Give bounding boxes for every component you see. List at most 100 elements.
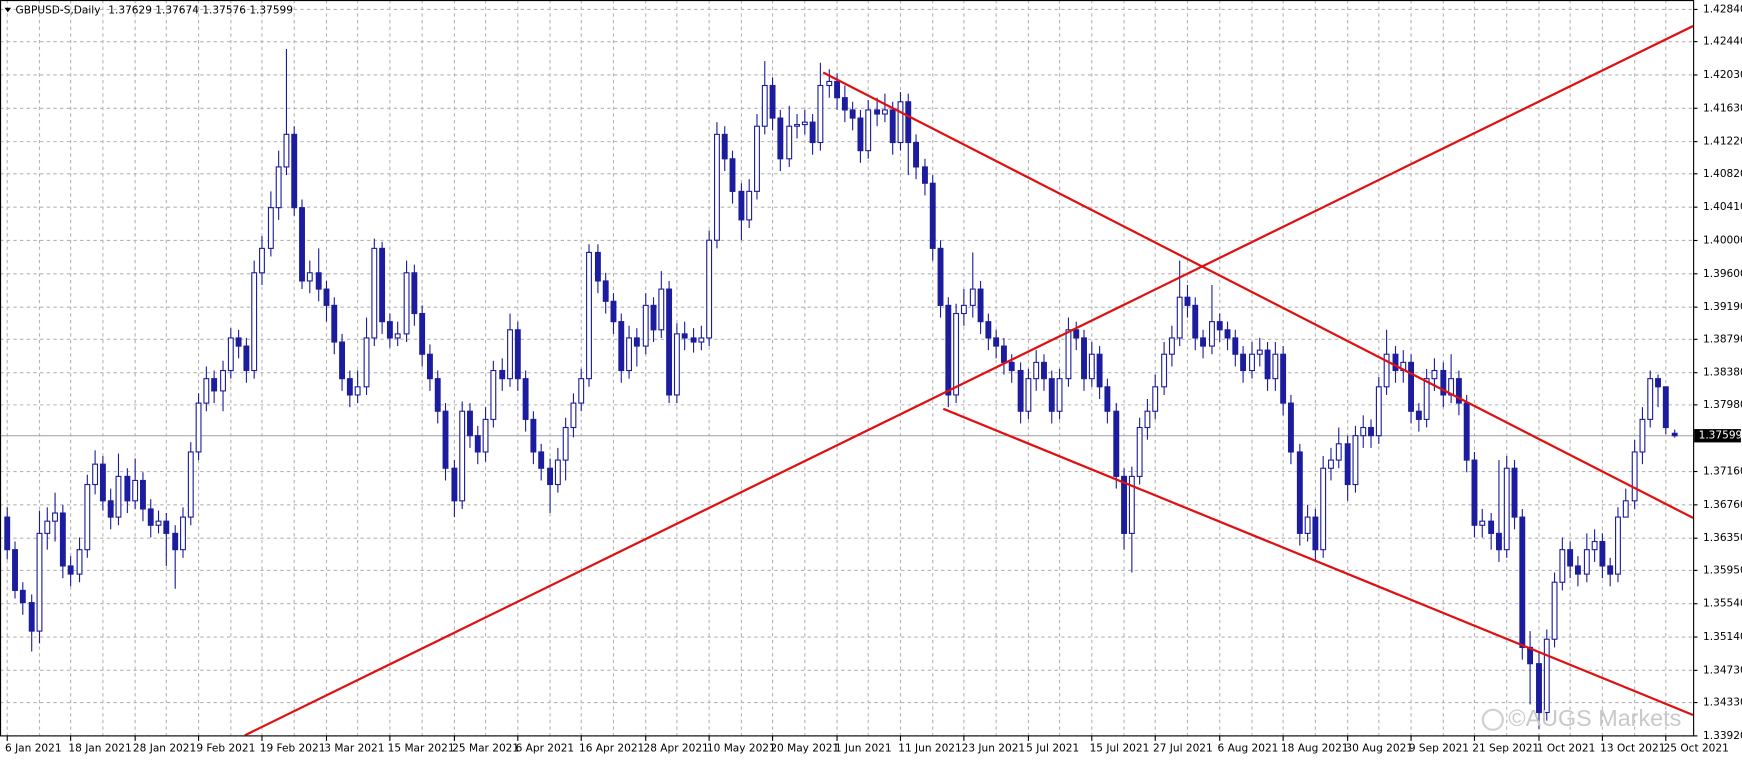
candle-body	[586, 251, 592, 380]
x-tick-label: 11 Jun 2021	[898, 743, 961, 755]
candle-body	[363, 337, 370, 388]
candle-body	[259, 247, 265, 274]
candle-body	[658, 288, 665, 331]
candle-body	[1224, 329, 1231, 339]
y-tick-label: 1.35950	[1703, 564, 1742, 576]
candle-body	[1312, 516, 1319, 551]
trendline	[822, 71, 1694, 519]
candle-body	[1000, 345, 1007, 363]
candle-body	[132, 479, 139, 502]
candle-body	[1368, 426, 1374, 437]
current-price-box	[1694, 429, 1741, 443]
candle-body	[554, 459, 561, 486]
candle-body	[275, 166, 282, 209]
candle-body	[801, 121, 808, 126]
candle-body	[1104, 386, 1111, 412]
candle-body	[299, 207, 305, 282]
candle-body	[985, 321, 992, 339]
y-tick-label: 1.38790	[1703, 333, 1742, 345]
trendline	[244, 25, 1694, 736]
candle-body	[633, 337, 640, 347]
candle-body	[371, 247, 378, 339]
candle-body	[1599, 540, 1606, 567]
candle-body	[977, 288, 984, 323]
candle-body	[1479, 520, 1486, 526]
candle-body	[706, 239, 713, 339]
candle-body	[1440, 369, 1447, 396]
candle-body	[467, 410, 473, 437]
candle-body	[115, 475, 122, 518]
candle-body	[1017, 369, 1024, 412]
candle-body	[19, 589, 26, 604]
candle-body	[1543, 638, 1550, 714]
x-tick-label: 27 Jul 2021	[1153, 743, 1213, 755]
candle-body	[306, 272, 313, 282]
candle-body	[1503, 467, 1510, 551]
x-tick-label: 18 Aug 2021	[1281, 743, 1349, 755]
x-tick-label: 20 May 2021	[770, 743, 839, 755]
x-tick-label: 16 Apr 2021	[579, 743, 644, 755]
y-tick-label: 1.40000	[1703, 234, 1742, 246]
candle-body	[777, 117, 784, 160]
candle-body	[283, 133, 290, 168]
candle-body	[1128, 475, 1135, 534]
candle-body	[187, 451, 194, 518]
low-value: 1.37576	[202, 5, 246, 17]
candle-body	[960, 304, 967, 315]
candle-body	[1287, 402, 1294, 453]
candle-body	[610, 300, 617, 323]
candle-body	[1615, 516, 1621, 575]
candle-body	[172, 532, 179, 551]
candle-body	[841, 97, 848, 111]
candle-body	[969, 288, 976, 306]
candle-body	[1121, 475, 1128, 534]
candle-body	[1041, 361, 1047, 380]
x-tick-label: 9 Sep 2021	[1409, 743, 1469, 755]
candle-body	[44, 520, 51, 534]
candle-body	[59, 512, 66, 567]
candle-body	[1272, 353, 1279, 380]
y-tick-label: 1.35540	[1703, 598, 1742, 610]
x-tick-label: 18 Jan 2021	[68, 743, 131, 755]
candle-body	[673, 333, 680, 396]
candle-body	[889, 109, 896, 144]
candle-body	[139, 479, 146, 510]
x-tick-label: 1 Oct 2021	[1537, 743, 1596, 755]
candle-body	[1025, 378, 1032, 412]
candle-body	[1352, 435, 1359, 486]
candle-body	[507, 329, 513, 380]
candle-body	[953, 312, 960, 396]
candle-body	[514, 329, 521, 380]
candle-body	[1081, 337, 1087, 380]
candle-body	[474, 435, 481, 453]
candle-body	[1463, 402, 1470, 461]
candle-body	[67, 565, 74, 575]
candle-body	[562, 426, 569, 461]
candle-body	[1344, 443, 1351, 486]
y-tick-label: 1.42030	[1703, 69, 1742, 81]
watermark: ©AUGS Markets	[1508, 705, 1681, 731]
chart-header: GBPUSD-S,Daily 1.37629 1.37674 1.37576 1…	[16, 5, 293, 17]
x-tick-label: 19 Feb 2021	[260, 743, 326, 755]
candle-body	[1360, 426, 1367, 437]
candle-body	[1519, 516, 1526, 648]
candle-body	[1192, 304, 1199, 339]
candle-body	[195, 402, 202, 453]
candle-body	[211, 378, 218, 392]
candle-body	[92, 463, 99, 486]
candle-body	[451, 467, 458, 502]
candle-body	[12, 549, 18, 591]
candle-body	[1375, 386, 1382, 437]
x-tick-label: 23 Jun 2021	[962, 743, 1025, 755]
candle-body	[235, 337, 242, 347]
candle-body	[1335, 443, 1342, 461]
candle-body	[618, 321, 625, 372]
candle-body	[315, 272, 322, 290]
candle-body	[251, 272, 258, 372]
candle-body	[1471, 459, 1478, 526]
menu-arrow[interactable]	[4, 7, 12, 13]
candle-body	[1200, 337, 1206, 347]
candle-body	[522, 378, 529, 420]
x-tick-label: 1 Jun 2021	[835, 743, 892, 755]
candle-body	[849, 109, 856, 119]
